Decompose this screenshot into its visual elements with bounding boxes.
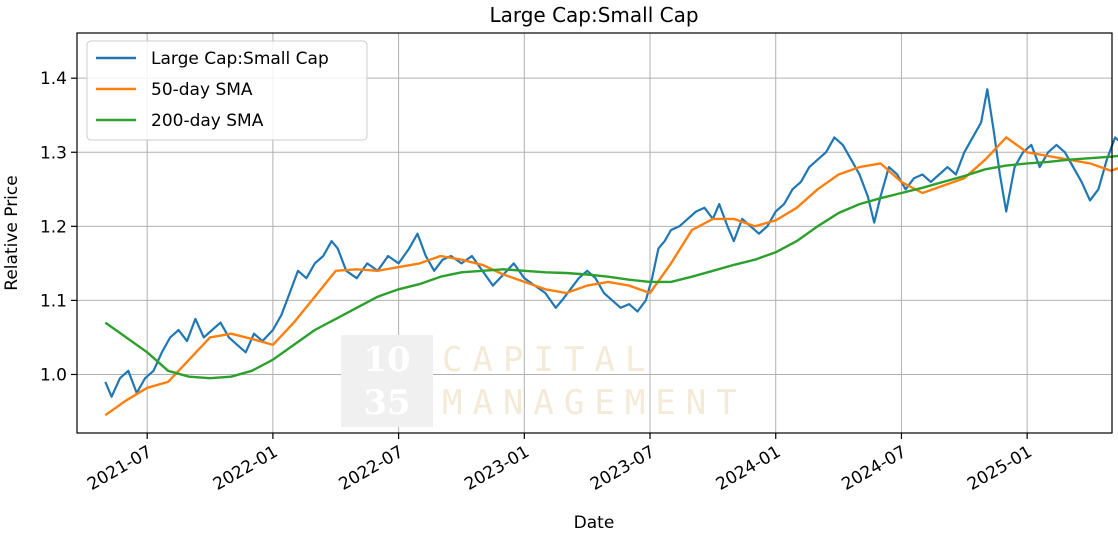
watermark-line2: MANAGEMENT [442, 383, 747, 423]
watermark-box [341, 335, 433, 427]
y-axis: 1.0 1.1 1.2 1.3 1.4 [40, 69, 77, 385]
y-tick-label: 1.3 [40, 143, 67, 163]
watermark-number-top: 10 [363, 340, 410, 380]
series-line-50-day-sma [104, 136, 1118, 417]
y-tick-label: 1.4 [40, 69, 67, 89]
plot-frame [76, 32, 1113, 434]
x-tick-label: 2024-07 [838, 442, 910, 495]
series-line-200-day-sma [104, 154, 1118, 380]
x-tick-label: 2023-07 [587, 442, 659, 495]
y-tick-label: 1.1 [40, 291, 67, 311]
legend-label-50-day-sma: 50-day SMA [151, 80, 253, 100]
legend-label-large-cap-small-cap: Large Cap:Small Cap [151, 49, 329, 69]
legend: Large Cap:Small Cap 50-day SMA 200-day SMA [86, 40, 368, 141]
x-tick-label: 2025-01 [964, 442, 1036, 495]
y-tick-label: 1.2 [40, 217, 67, 237]
x-tick-label: 2023-01 [461, 442, 533, 495]
series-line-large-cap-small-cap [104, 88, 1118, 398]
legend-label-200-day-sma: 200-day SMA [151, 111, 264, 131]
watermark-number-bottom: 35 [363, 383, 410, 423]
y-tick-label: 1.0 [40, 365, 67, 385]
legend-box [86, 40, 368, 141]
y-axis-title: Relative Price [2, 175, 22, 290]
x-tick-label: 2022-01 [210, 442, 282, 495]
x-axis-title: Date [574, 513, 615, 533]
x-axis: 2021-07 2022-01 2022-07 2023-01 2023-07 2024-… [84, 433, 1036, 495]
series-layer [104, 88, 1118, 417]
watermark-line1: CAPITAL [442, 340, 655, 380]
watermark: 10 35 CAPITAL MANAGEMENT [341, 335, 747, 427]
x-tick-label: 2021-07 [84, 442, 156, 495]
x-tick-label: 2022-07 [336, 442, 408, 495]
x-tick-label: 2024-01 [713, 442, 785, 495]
chart-title: Large Cap:Small Cap [489, 3, 698, 27]
